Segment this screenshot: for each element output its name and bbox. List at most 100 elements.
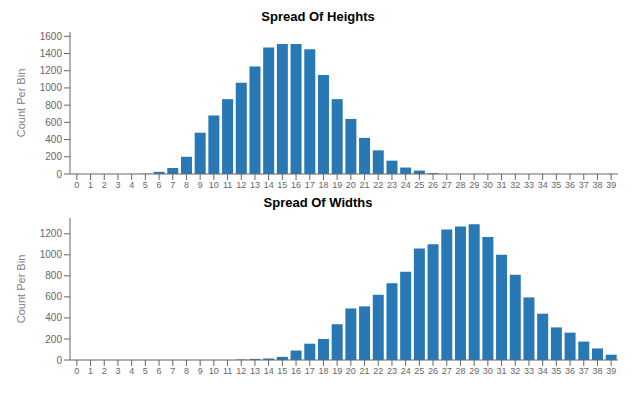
svg-text:16: 16 — [291, 366, 301, 376]
svg-text:20: 20 — [346, 366, 356, 376]
svg-text:19: 19 — [332, 180, 342, 190]
svg-text:10: 10 — [209, 366, 219, 376]
svg-text:27: 27 — [442, 180, 452, 190]
svg-text:1: 1 — [88, 180, 93, 190]
svg-text:17: 17 — [305, 366, 315, 376]
svg-text:1400: 1400 — [40, 48, 63, 59]
svg-text:4: 4 — [129, 366, 134, 376]
svg-text:0: 0 — [74, 366, 79, 376]
svg-text:400: 400 — [45, 134, 62, 145]
svg-text:5: 5 — [143, 180, 148, 190]
svg-text:12: 12 — [236, 180, 246, 190]
svg-text:23: 23 — [387, 366, 397, 376]
svg-text:8: 8 — [184, 366, 189, 376]
svg-text:0: 0 — [74, 180, 79, 190]
svg-text:21: 21 — [360, 180, 370, 190]
svg-text:800: 800 — [45, 270, 62, 281]
svg-text:27: 27 — [442, 366, 452, 376]
svg-text:23: 23 — [387, 180, 397, 190]
svg-text:15: 15 — [277, 180, 287, 190]
svg-text:29: 29 — [469, 366, 479, 376]
svg-text:24: 24 — [401, 366, 411, 376]
svg-text:7: 7 — [170, 180, 175, 190]
svg-text:800: 800 — [45, 100, 62, 111]
svg-text:Count Per Bin: Count Per Bin — [15, 69, 27, 137]
svg-text:13: 13 — [250, 366, 260, 376]
svg-text:24: 24 — [401, 180, 411, 190]
svg-text:18: 18 — [318, 366, 328, 376]
svg-text:26: 26 — [428, 180, 438, 190]
svg-text:30: 30 — [483, 180, 493, 190]
svg-text:30: 30 — [483, 366, 493, 376]
svg-text:9: 9 — [198, 366, 203, 376]
svg-text:28: 28 — [455, 366, 465, 376]
svg-text:600: 600 — [45, 291, 62, 302]
svg-text:200: 200 — [45, 151, 62, 162]
html-text:Spread Of Heights: Spread Of Heights — [261, 9, 375, 24]
svg-text:0: 0 — [56, 355, 62, 366]
svg-text:26: 26 — [428, 366, 438, 376]
svg-text:13: 13 — [250, 180, 260, 190]
svg-text:0: 0 — [56, 169, 62, 180]
svg-text:5: 5 — [143, 366, 148, 376]
html-text:Spread Of Widths: Spread Of Widths — [263, 195, 373, 210]
svg-text:33: 33 — [524, 180, 534, 190]
svg-text:25: 25 — [414, 180, 424, 190]
svg-text:34: 34 — [538, 366, 548, 376]
svg-text:2: 2 — [102, 366, 107, 376]
svg-text:25: 25 — [414, 366, 424, 376]
svg-text:35: 35 — [551, 366, 561, 376]
svg-text:6: 6 — [157, 366, 162, 376]
svg-text:3: 3 — [115, 180, 120, 190]
svg-text:11: 11 — [223, 366, 232, 376]
svg-text:28: 28 — [455, 180, 465, 190]
svg-text:29: 29 — [469, 180, 479, 190]
svg-text:600: 600 — [45, 117, 62, 128]
svg-text:36: 36 — [565, 180, 575, 190]
svg-text:18: 18 — [318, 180, 328, 190]
svg-text:9: 9 — [198, 180, 203, 190]
svg-text:1000: 1000 — [40, 249, 63, 260]
svg-text:1200: 1200 — [40, 228, 63, 239]
svg-text:20: 20 — [346, 180, 356, 190]
svg-text:38: 38 — [592, 366, 602, 376]
svg-text:4: 4 — [129, 180, 134, 190]
svg-text:33: 33 — [524, 366, 534, 376]
svg-text:1000: 1000 — [40, 82, 63, 93]
svg-text:32: 32 — [510, 366, 520, 376]
svg-text:22: 22 — [373, 366, 383, 376]
svg-text:37: 37 — [579, 180, 589, 190]
svg-text:34: 34 — [538, 180, 548, 190]
svg-text:12: 12 — [236, 366, 246, 376]
svg-text:10: 10 — [209, 180, 219, 190]
svg-text:22: 22 — [373, 180, 383, 190]
svg-text:39: 39 — [606, 366, 616, 376]
svg-text:15: 15 — [277, 366, 287, 376]
svg-text:39: 39 — [606, 180, 616, 190]
svg-text:19: 19 — [332, 366, 342, 376]
svg-text:7: 7 — [170, 366, 175, 376]
svg-text:16: 16 — [291, 180, 301, 190]
svg-text:8: 8 — [184, 180, 189, 190]
svg-text:6: 6 — [157, 180, 162, 190]
svg-text:14: 14 — [264, 180, 274, 190]
svg-text:36: 36 — [565, 366, 575, 376]
svg-text:32: 32 — [510, 180, 520, 190]
svg-text:200: 200 — [45, 334, 62, 345]
svg-text:1: 1 — [88, 366, 93, 376]
svg-text:14: 14 — [264, 366, 274, 376]
svg-text:1200: 1200 — [40, 65, 63, 76]
svg-text:17: 17 — [305, 180, 315, 190]
svg-text:400: 400 — [45, 312, 62, 323]
svg-text:31: 31 — [497, 366, 507, 376]
svg-text:31: 31 — [497, 180, 507, 190]
svg-text:21: 21 — [360, 366, 370, 376]
svg-text:1600: 1600 — [40, 31, 63, 42]
svg-text:Count Per Bin: Count Per Bin — [15, 255, 27, 323]
svg-text:2: 2 — [102, 180, 107, 190]
svg-text:37: 37 — [579, 366, 589, 376]
svg-text:35: 35 — [551, 180, 561, 190]
svg-text:11: 11 — [223, 180, 232, 190]
svg-text:3: 3 — [115, 366, 120, 376]
svg-text:38: 38 — [592, 180, 602, 190]
